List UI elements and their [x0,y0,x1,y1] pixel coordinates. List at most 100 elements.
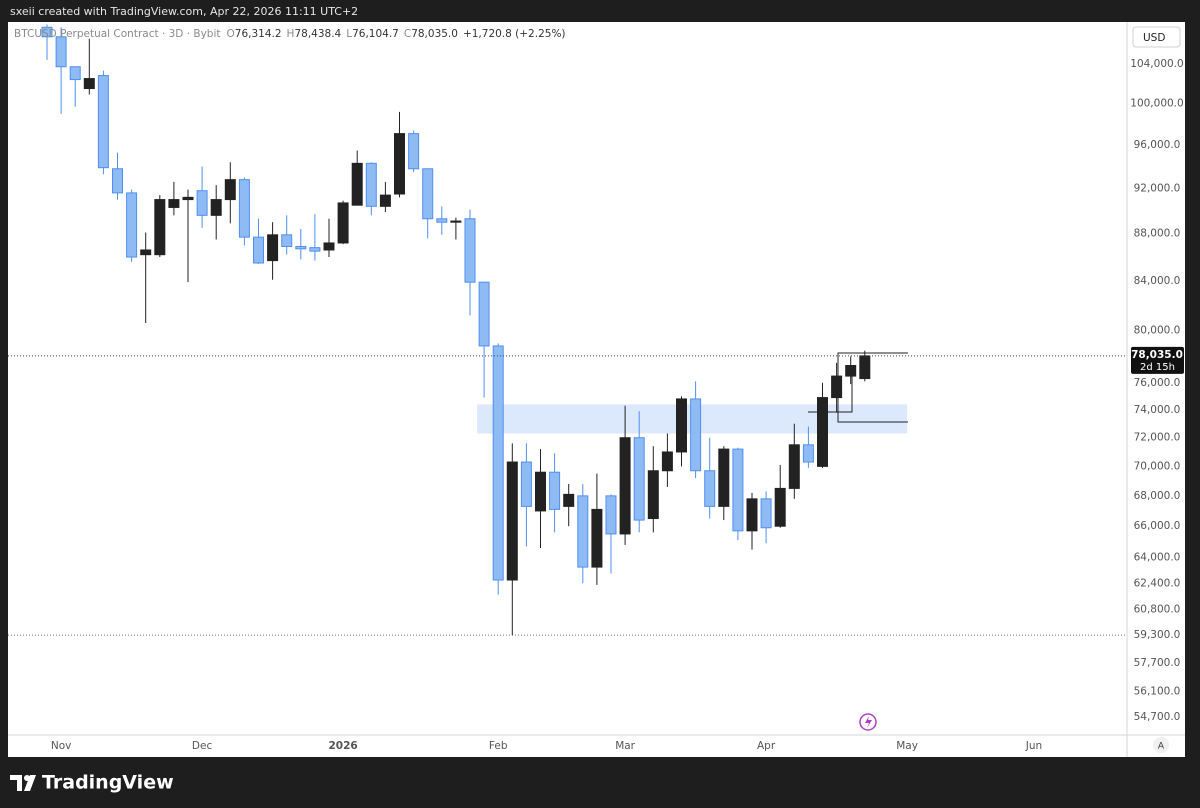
candle-body [760,498,772,529]
x-tick-label: Nov [51,740,72,752]
price-label-box [1131,346,1184,374]
candle-body [337,202,349,244]
candle-body [436,218,448,223]
candle-body [140,249,152,256]
price-label: 78,035.0 [1131,349,1183,361]
candle-body [224,179,236,201]
candle-body [577,495,589,568]
candle-body [817,397,828,467]
y-tick-label: 80,000.0 [1134,325,1181,337]
candle-body [238,179,250,238]
legend-text: 76,104.7 [352,28,399,40]
candle-body [478,281,490,347]
candle-body [605,495,617,535]
y-tick-label: 100,000.0 [1130,98,1183,110]
candle-body [69,66,81,81]
drawings [808,352,908,423]
y-tick-label: 57,700.0 [1134,657,1181,669]
credit: sxeii created with TradingView.com, Apr … [10,5,358,18]
candle-body [55,36,67,68]
x-tick-label: Mar [615,740,635,752]
y-tick-label: 104,000.0 [1130,58,1183,70]
y-tick-label: 59,300.0 [1134,629,1181,641]
y-tick-label: 70,000.0 [1134,460,1181,472]
countdown: 2d 15h [1140,362,1175,373]
candle-body [549,471,561,510]
candle-body [464,218,476,283]
candle-body [365,162,377,207]
y-tick-label: 68,000.0 [1134,490,1181,502]
candle-body [408,133,420,170]
candle-body [704,470,716,507]
bottom-bar [0,757,1200,808]
x-tick-label: Apr [757,740,776,752]
candle-body [619,437,631,535]
y-tick-label: 72,000.0 [1134,432,1181,444]
candle-body [309,247,321,252]
candle-body [492,345,504,581]
candle-body [831,375,843,399]
candle-body [676,398,687,453]
y-tick-label: 92,000.0 [1134,182,1181,194]
y-tick-label: 62,400.0 [1134,577,1181,589]
x-tick-label: Jun [1025,740,1042,752]
candle-body [422,168,434,220]
candle-body [323,242,335,251]
candle-body [774,487,786,527]
candle-body [690,398,702,472]
legend: BTCUSD Perpetual Contract · 3D · Bybit O7… [14,28,571,40]
candle-body [351,162,363,206]
scale-mode-button[interactable] [1153,737,1169,753]
brand: TradingView [42,772,174,794]
legend-text: 78,035.0 [411,28,458,40]
candle-body [295,245,307,250]
legend-text: H [286,28,295,40]
candle-body [845,365,857,377]
candle-body [450,220,462,223]
candle-body [520,461,532,507]
scale-mode: A [1158,742,1165,752]
drawing-box [837,352,908,423]
candle-body [633,437,645,521]
y-tick-label: 66,000.0 [1134,520,1181,532]
legend-text: L [346,28,353,40]
candle-body [267,234,279,262]
candle-body [535,471,546,512]
candle-body [210,199,222,216]
x-tick-label: May [896,740,918,752]
legend-text: C [403,28,412,40]
y-tick-label: 76,000.0 [1134,377,1181,389]
currency: USD [1143,32,1165,44]
pane [8,22,1185,757]
y-tick-label: 74,000.0 [1134,404,1181,416]
y-tick-label: 60,800.0 [1134,604,1181,616]
y-tick-label: 88,000.0 [1134,228,1181,240]
candle-body [281,234,293,247]
candle-body [591,508,603,568]
candle-body [746,498,758,532]
x-tick-label: Dec [192,740,213,752]
candle-body [41,26,53,38]
candle-body [394,133,405,195]
candle-body [168,199,180,208]
candle-body [732,448,744,532]
candle-body [112,168,123,194]
x-tick-label: Feb [489,740,508,752]
y-tick-label: 64,000.0 [1134,552,1181,564]
x-tick-label: 2026 [328,740,357,752]
legend-text: BTCUSD Perpetual Contract · 3D · Bybit [14,28,221,40]
candle-body [859,355,871,380]
candle-body [647,470,659,520]
currency-box[interactable] [1132,26,1181,48]
legend-text: O [226,28,235,40]
candle-body [182,196,194,201]
candle-body [802,444,814,463]
candle-body [506,461,518,581]
legend-text: 76,314.2 [234,28,282,40]
candle-body [253,236,264,264]
icon[interactable] [859,713,877,731]
candle-body [126,192,138,258]
logo-dot [24,775,30,781]
candle-body [83,78,95,90]
